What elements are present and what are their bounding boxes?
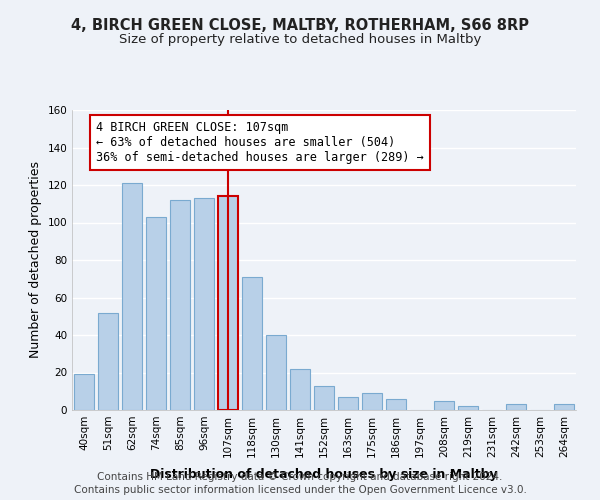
Bar xyxy=(434,400,454,410)
Text: Contains public sector information licensed under the Open Government Licence v3: Contains public sector information licen… xyxy=(74,485,526,495)
Bar xyxy=(170,200,190,410)
Bar xyxy=(242,277,262,410)
Bar xyxy=(338,397,358,410)
Bar xyxy=(506,404,526,410)
Text: Size of property relative to detached houses in Maltby: Size of property relative to detached ho… xyxy=(119,32,481,46)
Bar xyxy=(98,312,118,410)
Text: Contains HM Land Registry data © Crown copyright and database right 2024.: Contains HM Land Registry data © Crown c… xyxy=(97,472,503,482)
Bar xyxy=(458,406,478,410)
Bar xyxy=(362,393,382,410)
Bar xyxy=(146,217,166,410)
Y-axis label: Number of detached properties: Number of detached properties xyxy=(29,162,42,358)
Bar xyxy=(122,183,142,410)
Bar xyxy=(218,196,238,410)
X-axis label: Distribution of detached houses by size in Maltby: Distribution of detached houses by size … xyxy=(150,468,498,481)
Bar xyxy=(290,369,310,410)
Bar xyxy=(386,399,406,410)
Bar xyxy=(74,374,94,410)
Text: 4, BIRCH GREEN CLOSE, MALTBY, ROTHERHAM, S66 8RP: 4, BIRCH GREEN CLOSE, MALTBY, ROTHERHAM,… xyxy=(71,18,529,32)
Text: 4 BIRCH GREEN CLOSE: 107sqm
← 63% of detached houses are smaller (504)
36% of se: 4 BIRCH GREEN CLOSE: 107sqm ← 63% of det… xyxy=(96,121,424,164)
Bar xyxy=(194,198,214,410)
Bar xyxy=(266,335,286,410)
Bar xyxy=(554,404,574,410)
Bar xyxy=(314,386,334,410)
